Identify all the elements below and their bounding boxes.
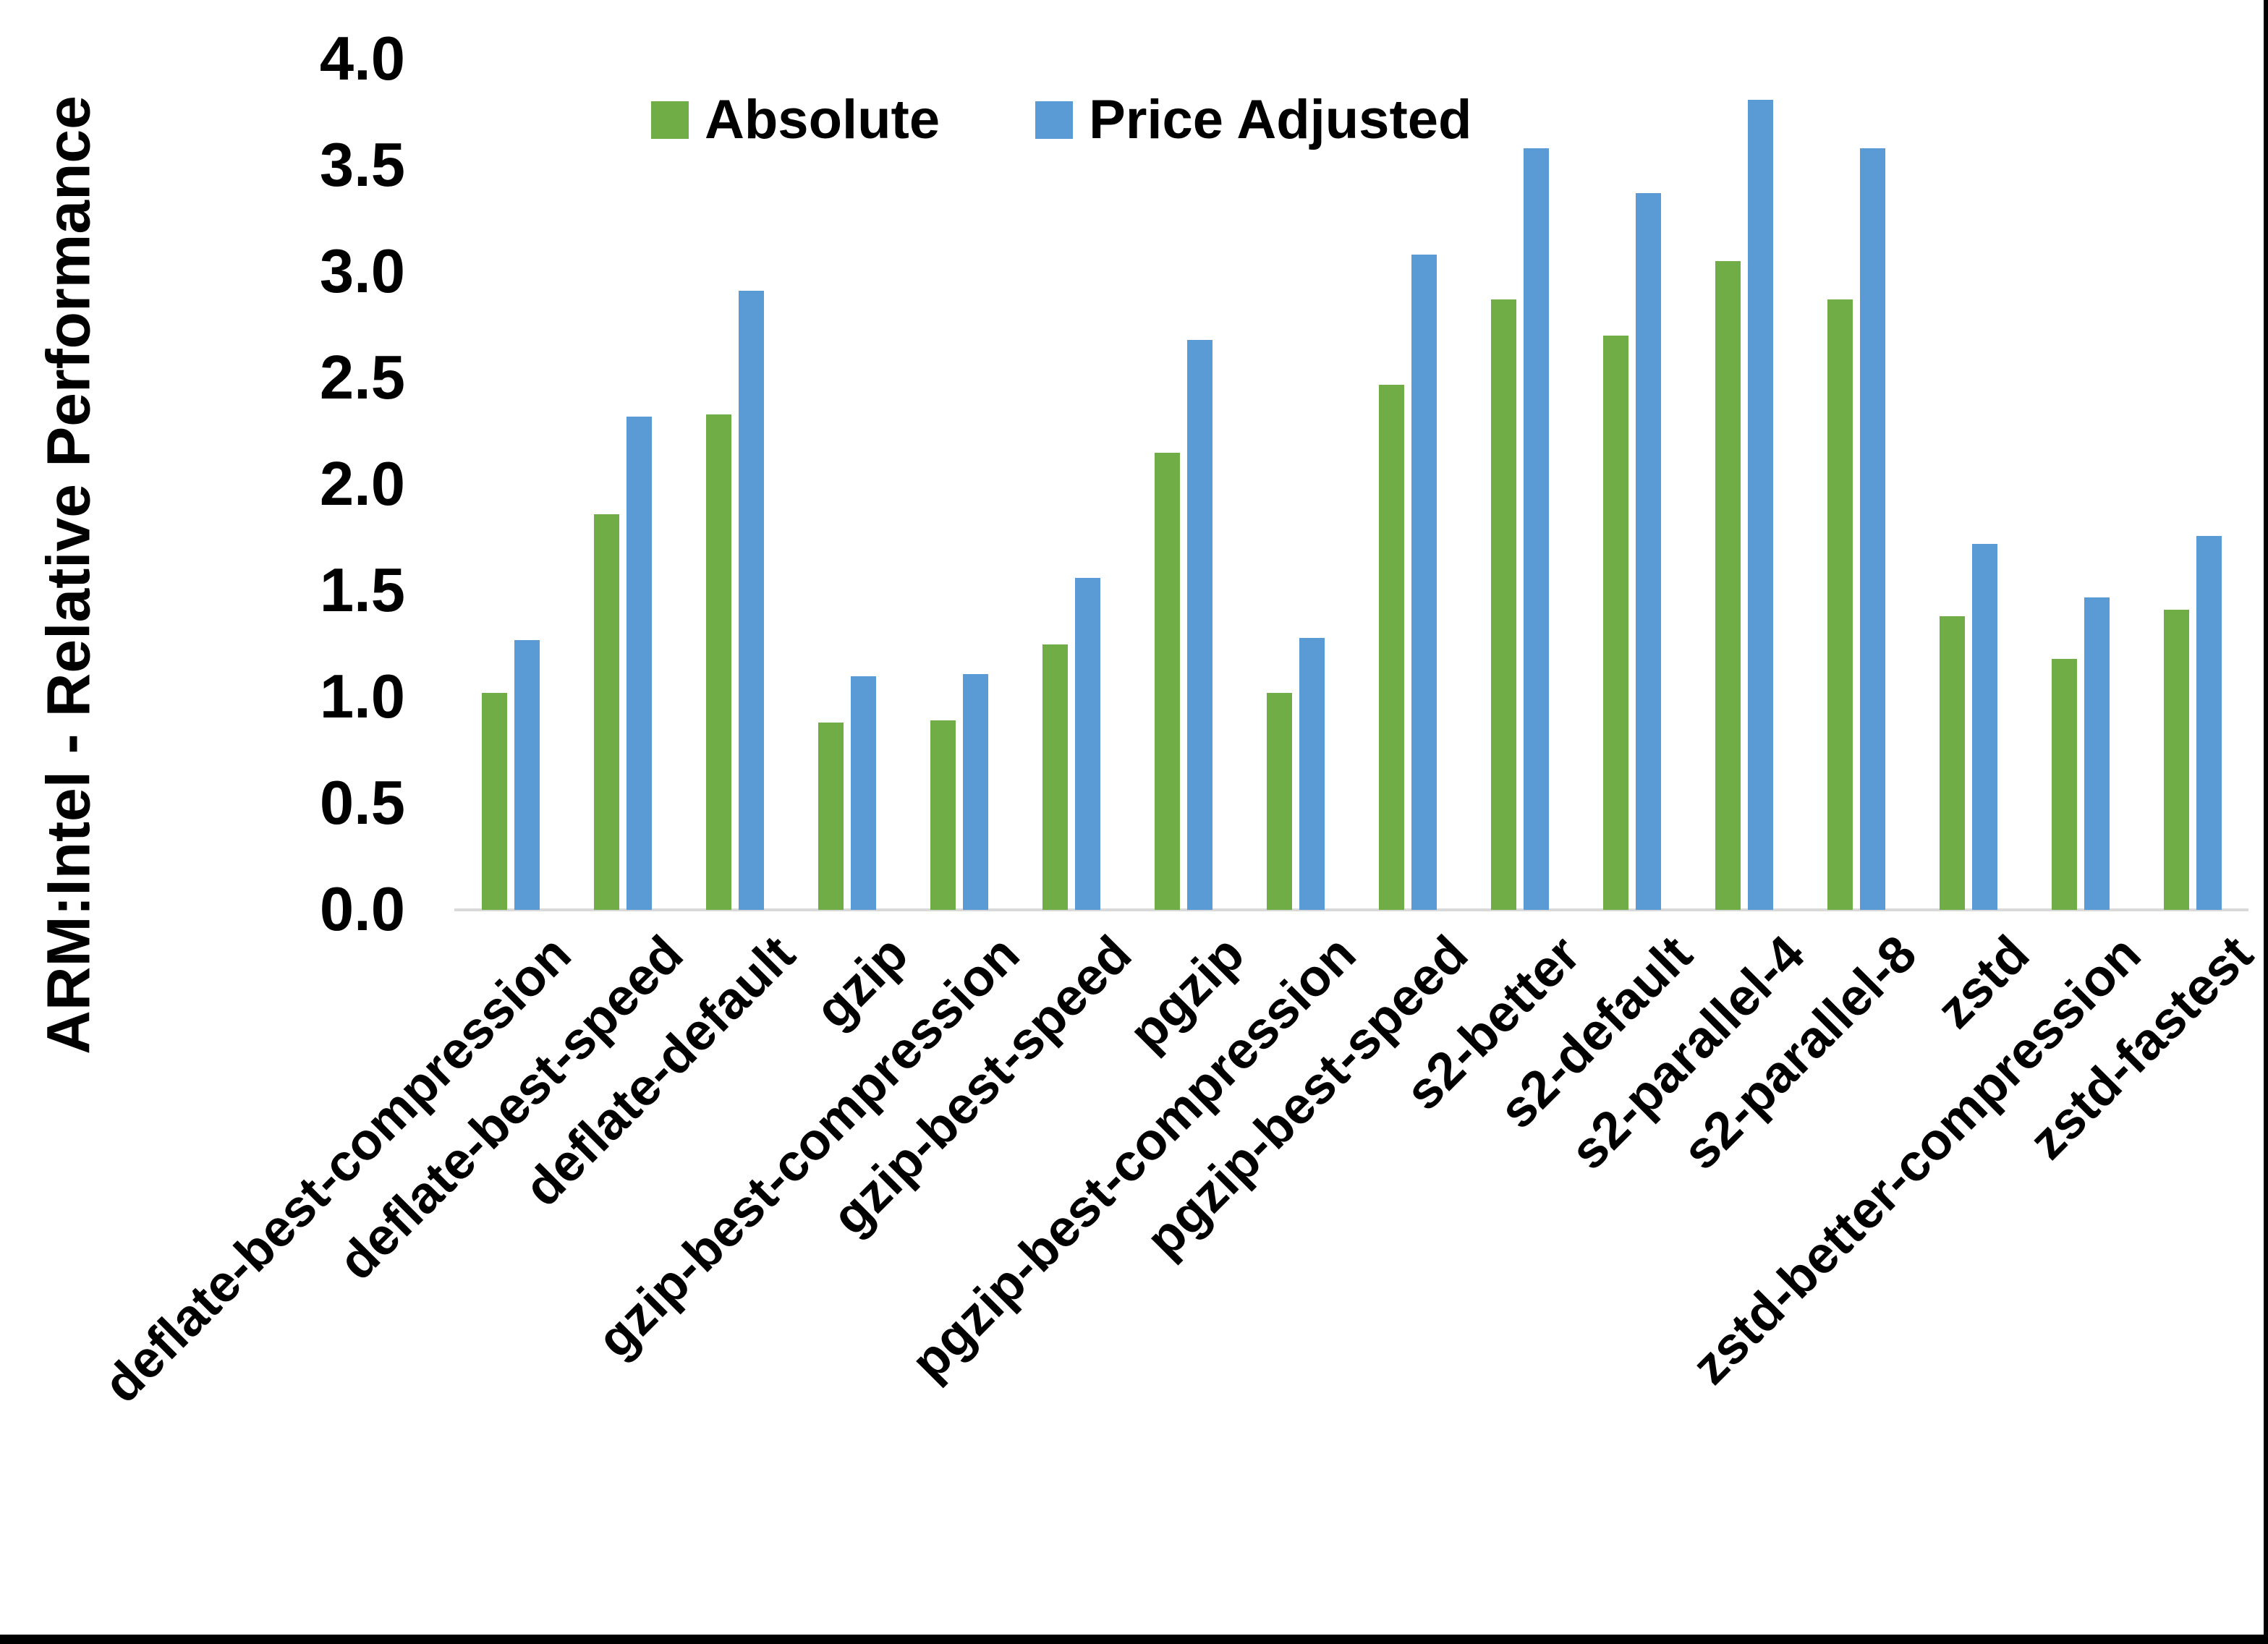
bar-price-adjusted-deflate-best-compression — [514, 639, 540, 910]
bar-price-adjusted-gzip-best-speed — [1074, 578, 1100, 910]
bar-absolute-zstd — [1939, 616, 1965, 910]
y-tick-label: 2.0 — [319, 450, 405, 519]
y-tick-label: 3.5 — [319, 131, 405, 200]
bar-absolute-pgzip-best-compression — [1266, 693, 1292, 910]
bar-absolute-zstd-better-compression — [2051, 659, 2077, 910]
legend-swatch — [1035, 101, 1074, 139]
bar-absolute-pgzip-best-speed — [1378, 384, 1404, 910]
legend-item-price-adjusted: Price Adjusted — [1035, 88, 1471, 151]
bar-absolute-deflate-default — [705, 414, 731, 910]
y-tick-label: 0.0 — [319, 875, 405, 944]
bar-price-adjusted-s2-parallel-8 — [1859, 148, 1885, 910]
y-tick-label: 3.0 — [319, 237, 405, 306]
legend: Absolute Price Adjusted — [651, 88, 1471, 151]
bar-price-adjusted-s2-better — [1523, 148, 1549, 910]
bar-absolute-s2-better — [1490, 299, 1516, 910]
x-axis-line — [454, 908, 2248, 911]
bar-absolute-s2-default — [1602, 336, 1628, 910]
bar-price-adjusted-gzip — [850, 676, 876, 910]
bar-price-adjusted-zstd-fastest — [2196, 535, 2222, 910]
bar-price-adjusted-pgzip-best-compression — [1299, 637, 1325, 910]
bar-price-adjusted-gzip-best-compression — [962, 673, 988, 910]
legend-label: Price Adjusted — [1089, 89, 1472, 150]
bar-price-adjusted-s2-parallel-4 — [1747, 99, 1773, 910]
frame-border-bottom — [0, 1635, 2268, 1644]
bar-absolute-zstd-fastest — [2163, 610, 2189, 910]
y-axis-title: ARM:Intel - Relative Performance — [34, 95, 103, 1055]
bar-price-adjusted-pgzip — [1186, 340, 1212, 910]
bar-price-adjusted-zstd-better-compression — [2084, 597, 2110, 910]
legend-swatch — [651, 101, 689, 139]
bar-absolute-deflate-best-speed — [593, 514, 619, 910]
x-category-label: deflate-best-compression — [93, 924, 582, 1414]
bar-absolute-s2-parallel-4 — [1715, 261, 1741, 910]
bar-absolute-gzip — [817, 723, 844, 910]
bar-absolute-pgzip — [1154, 452, 1180, 910]
bar-price-adjusted-s2-default — [1635, 193, 1661, 910]
y-tick-label: 4.0 — [319, 25, 405, 93]
bar-absolute-gzip-best-speed — [1042, 644, 1068, 910]
y-tick-label: 1.5 — [319, 556, 405, 625]
legend-label: Absolute — [705, 89, 940, 150]
bar-price-adjusted-pgzip-best-speed — [1411, 255, 1437, 910]
y-tick-label: 2.5 — [319, 344, 405, 412]
bar-absolute-s2-parallel-8 — [1827, 299, 1853, 910]
bar-price-adjusted-deflate-best-speed — [626, 416, 652, 910]
legend-item-absolute: Absolute — [651, 88, 940, 151]
bar-absolute-deflate-best-compression — [481, 693, 507, 910]
bar-price-adjusted-deflate-default — [738, 291, 764, 910]
y-tick-label: 1.0 — [319, 663, 405, 731]
y-tick-label: 0.5 — [319, 769, 405, 838]
frame-border-right — [2264, 0, 2268, 1644]
bar-absolute-gzip-best-compression — [930, 720, 956, 910]
bar-price-adjusted-zstd — [1971, 544, 1997, 910]
